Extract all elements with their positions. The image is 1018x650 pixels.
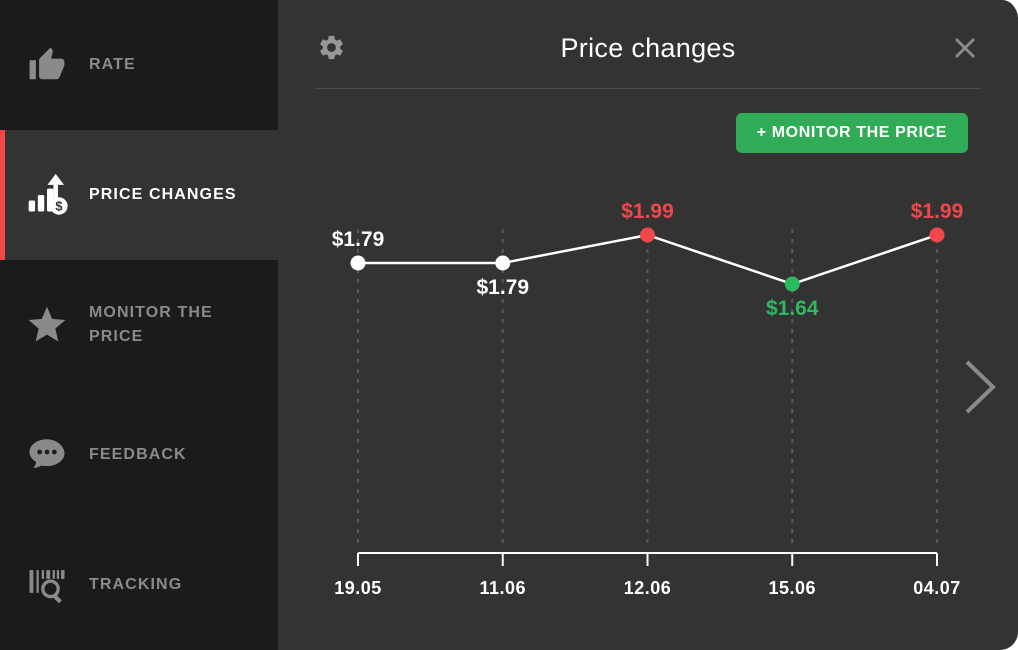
sidebar-item-label: FEEDBACK: [89, 446, 187, 463]
price-changes-panel: Price changes + MONITOR THE PRICE $1.79 1…: [278, 0, 1018, 650]
price-label: $1.99: [911, 200, 964, 223]
panel-header: Price changes: [278, 0, 1018, 88]
price-label: $1.79: [476, 276, 529, 299]
sidebar-item-label: RATE: [89, 56, 136, 73]
sidebar-item-price-changes[interactable]: $ PRICE CHANGES: [0, 130, 278, 260]
price-label: $1.99: [621, 200, 674, 223]
data-point: [495, 255, 511, 271]
thumb-up-icon: [25, 46, 69, 84]
sidebar-item-tracking[interactable]: TRACKING: [0, 520, 278, 650]
data-point: [640, 227, 655, 243]
x-axis-label: 04.07: [913, 578, 961, 598]
sidebar-item-feedback[interactable]: FEEDBACK: [0, 390, 278, 520]
data-point: [929, 227, 945, 243]
close-icon: [951, 38, 979, 65]
next-period-button[interactable]: [958, 356, 1002, 420]
header-divider: [315, 88, 981, 89]
price-changes-icon: $: [25, 173, 69, 217]
feedback-bubble-icon: [25, 434, 69, 476]
data-point: [350, 255, 366, 271]
sidebar-item-monitor-the-price[interactable]: MONITOR THE PRICE: [0, 260, 278, 390]
sidebar-item-rate[interactable]: RATE: [0, 0, 278, 130]
sidebar-item-label: MONITOR THE PRICE: [89, 304, 213, 345]
x-axis-label: 15.06: [768, 578, 816, 598]
price-label: $1.79: [332, 228, 385, 251]
settings-button[interactable]: [317, 33, 346, 62]
gear-icon: [317, 35, 346, 65]
price-label: $1.64: [766, 297, 819, 320]
toolbar: + MONITOR THE PRICE: [278, 88, 1018, 153]
monitor-the-price-button[interactable]: + MONITOR THE PRICE: [735, 113, 968, 153]
x-axis-label: 12.06: [624, 578, 672, 598]
price-line: [358, 233, 938, 286]
sidebar-item-label: TRACKING: [89, 576, 183, 593]
barcode-search-icon: [25, 564, 69, 606]
x-axis-label: 11.06: [479, 578, 526, 598]
star-icon: [25, 303, 69, 347]
close-button[interactable]: [951, 34, 979, 62]
svg-text:$: $: [55, 199, 62, 214]
data-point: [784, 276, 800, 292]
sidebar: RATE $ PRICE CHANGES: [0, 0, 278, 650]
x-axis-label: 19.05: [334, 578, 382, 598]
sidebar-item-label: PRICE CHANGES: [89, 186, 237, 203]
chevron-right-icon: [963, 359, 997, 418]
page-title: Price changes: [560, 33, 736, 63]
